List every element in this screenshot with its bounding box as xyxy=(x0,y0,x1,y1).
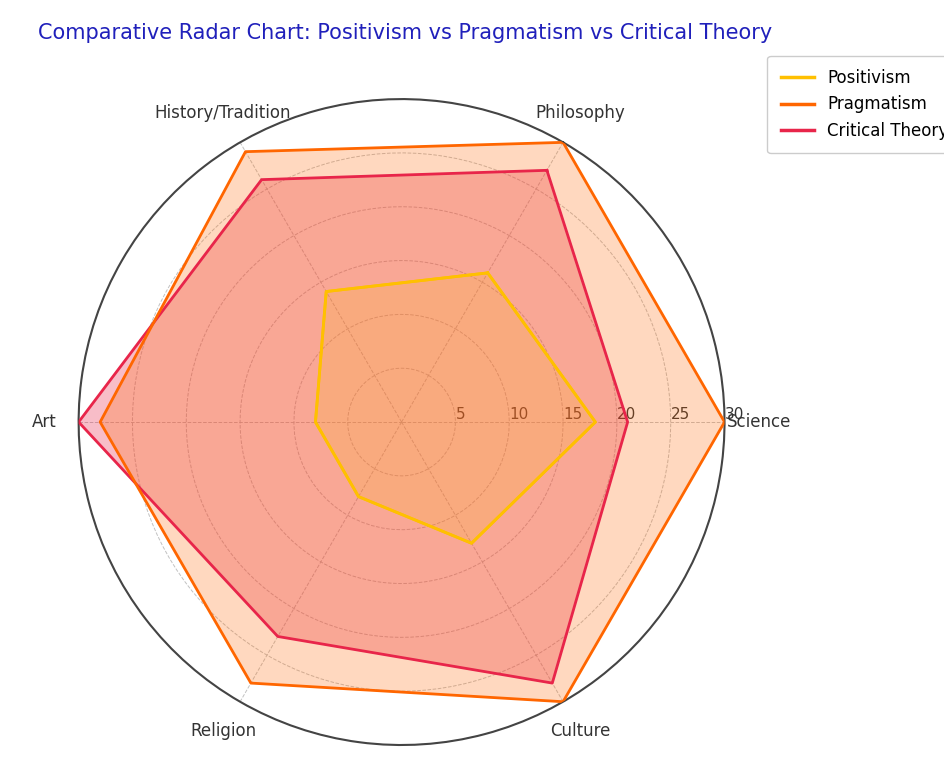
Legend: Positivism, Pragmatism, Critical Theory: Positivism, Pragmatism, Critical Theory xyxy=(767,55,944,153)
Text: Comparative Radar Chart: Positivism vs Pragmatism vs Critical Theory: Comparative Radar Chart: Positivism vs P… xyxy=(38,23,772,43)
Polygon shape xyxy=(78,170,628,683)
Polygon shape xyxy=(315,273,596,543)
Polygon shape xyxy=(100,142,725,701)
